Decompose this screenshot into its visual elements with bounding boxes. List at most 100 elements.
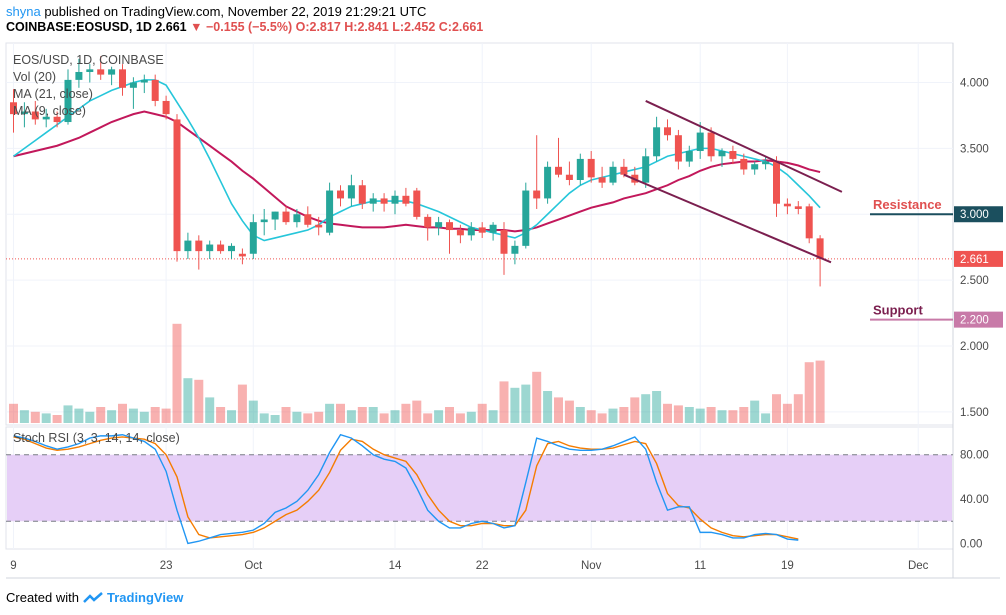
candle-body: [642, 156, 650, 183]
candle-body: [685, 151, 693, 162]
volume-bar: [608, 408, 618, 423]
tradingview-logo-icon: [83, 591, 103, 603]
volume-bar: [379, 413, 389, 423]
candle-body: [794, 206, 802, 209]
publish-text: published on TradingView.com, November 2…: [40, 4, 427, 19]
price-tick-label: 2.500: [960, 275, 989, 287]
volume-bar: [477, 403, 487, 423]
candle-body: [326, 190, 334, 233]
author-name[interactable]: shyna: [6, 4, 41, 19]
support-label: Support: [873, 303, 923, 318]
volume-bar: [815, 360, 825, 423]
price-badge: [954, 311, 1003, 328]
candle-body: [108, 69, 116, 75]
candle-body: [358, 185, 366, 204]
volume-bar: [586, 410, 596, 423]
time-tick-label: 22: [476, 560, 489, 572]
candle-body: [151, 79, 159, 101]
candle-body: [10, 102, 17, 115]
candle-body: [42, 116, 50, 120]
volume-bar: [554, 397, 563, 423]
volume-bar: [118, 403, 127, 423]
candle-body: [228, 245, 235, 252]
candle-body: [783, 203, 791, 207]
ma21-line: [13, 110, 821, 233]
volume-bar: [804, 362, 814, 423]
volume-bar: [85, 411, 95, 423]
candle-body: [119, 69, 126, 88]
volume-bar: [434, 410, 444, 423]
candle-body: [500, 230, 508, 254]
down-arrow-icon: ▼: [190, 20, 203, 34]
price-tick-label: 1.500: [960, 407, 989, 419]
volume-bar: [717, 410, 727, 423]
volume-bar: [161, 408, 171, 423]
publish-info: shyna published on TradingView.com, Nove…: [6, 4, 426, 19]
volume-bar: [499, 381, 509, 423]
stoch-tick-label: 80.00: [960, 450, 989, 462]
volume-bar: [41, 413, 51, 423]
resistance-label: Resistance: [873, 197, 942, 212]
volume-bar: [227, 410, 236, 423]
candle-body: [347, 185, 355, 199]
volume-bar: [325, 403, 335, 423]
legend-ma21: MA (21, close): [13, 87, 93, 101]
candle-body: [609, 166, 617, 183]
volume-bar: [9, 403, 18, 423]
symbol-info: COINBASE:EOSUSD, 1D 2.661 ▼ −0.155 (−5.5…: [6, 20, 483, 34]
candle-body: [249, 222, 257, 254]
volume-bar: [139, 411, 149, 423]
candle-body: [75, 71, 83, 80]
volume-bar: [401, 403, 411, 423]
volume-bar: [739, 407, 749, 423]
stoch-k-line: [13, 433, 799, 545]
candle-body: [315, 224, 323, 228]
volume-bar: [706, 407, 716, 423]
candle-body: [380, 198, 388, 204]
candle-body: [533, 190, 541, 199]
volume-bar: [652, 391, 662, 423]
footer: Created with TradingView: [6, 590, 183, 605]
volume-bar: [750, 400, 760, 423]
volume-bar: [52, 415, 62, 423]
candle-body: [391, 195, 399, 204]
volume-bar: [30, 411, 40, 423]
candle-body: [271, 211, 279, 220]
price-badge: [954, 206, 1003, 223]
candle-body: [64, 79, 72, 123]
volume-bar: [205, 397, 215, 423]
volume-bar: [423, 413, 433, 423]
candle-body: [544, 166, 552, 199]
volume-bar: [281, 407, 291, 423]
candle-body: [435, 222, 443, 228]
volume-bar: [96, 407, 106, 423]
candle-body: [293, 214, 301, 223]
volume-bar: [673, 405, 683, 423]
time-tick-label: Dec: [908, 560, 929, 572]
volume-bar: [445, 407, 454, 423]
legend-ma9: MA (9, close): [13, 104, 86, 118]
candle-body: [162, 100, 170, 115]
volume-bar: [521, 384, 531, 423]
price-change: −0.155 (−5.5%): [205, 20, 293, 34]
candle-body: [555, 166, 562, 175]
volume-bar: [728, 410, 738, 423]
time-tick-label: 9: [10, 560, 16, 572]
volume-bar: [597, 413, 607, 423]
candle-body: [816, 238, 824, 259]
candle-body: [413, 190, 421, 217]
candle-body: [282, 211, 290, 223]
candle-body: [620, 166, 628, 175]
tradingview-brand[interactable]: TradingView: [106, 590, 184, 605]
volume-bar: [303, 413, 313, 423]
volume-bar: [63, 405, 73, 423]
candle-body: [674, 135, 682, 162]
channel-lower-line: [623, 173, 832, 264]
symbol-name: COINBASE:EOSUSD, 1D: [6, 20, 152, 34]
volume-bar: [259, 413, 269, 423]
price-tick-label: 3.500: [960, 143, 989, 155]
candle-body: [707, 132, 715, 157]
candle-body: [565, 174, 573, 180]
